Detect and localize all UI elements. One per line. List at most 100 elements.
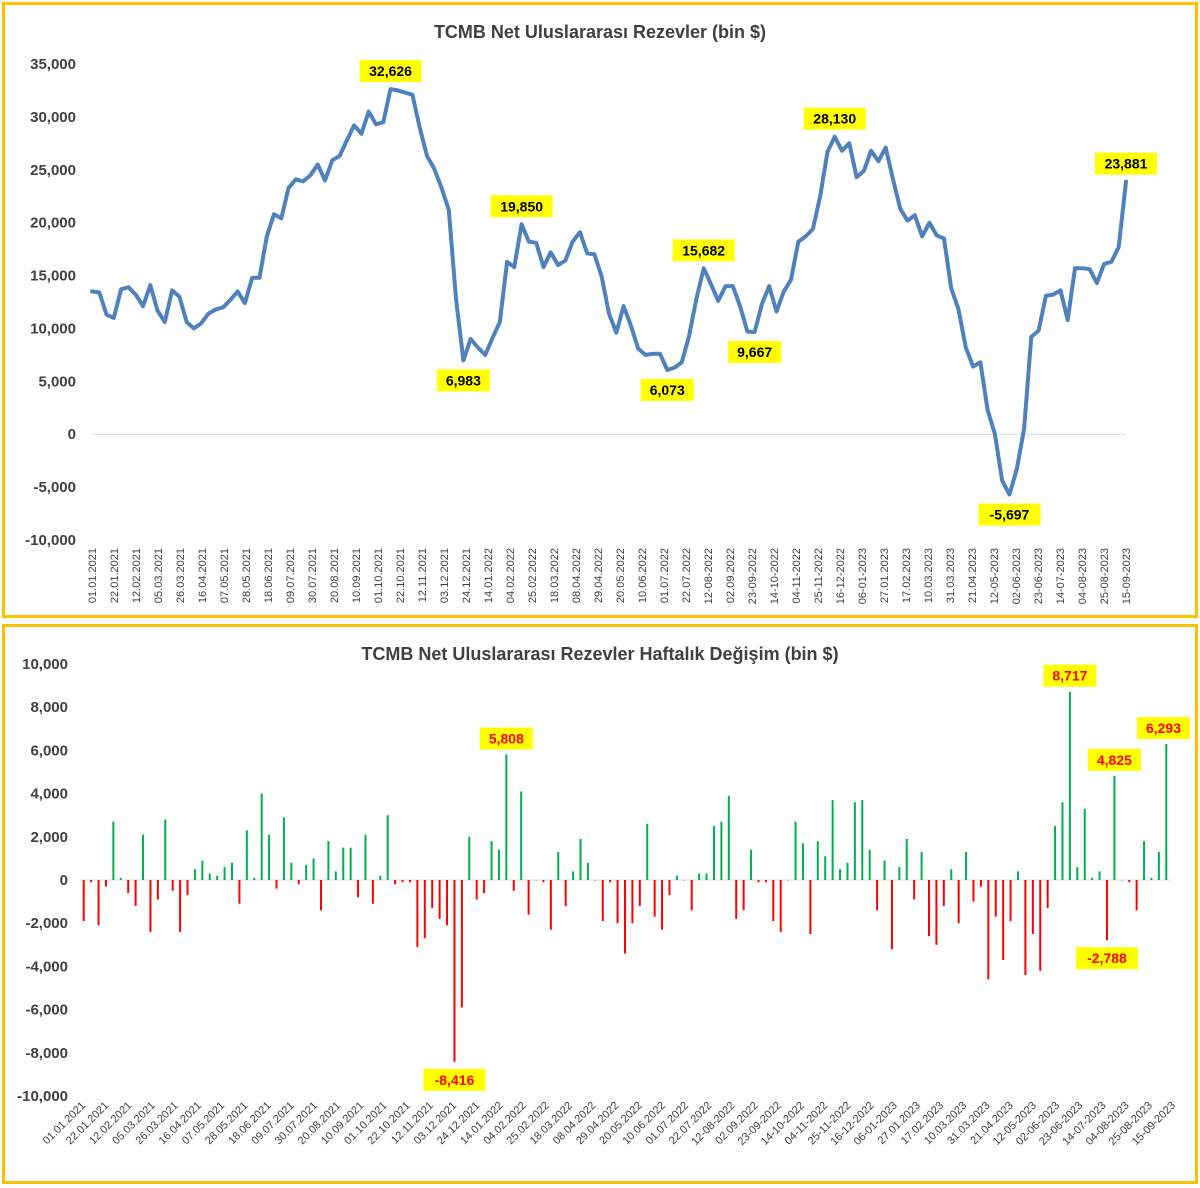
data-label: 4,825 <box>1097 752 1132 768</box>
data-label-box <box>1043 664 1097 687</box>
x-tick-label: 01.10.2021 <box>373 548 385 603</box>
data-label: 6,293 <box>1146 720 1181 736</box>
x-tick-label: 18.06.2021 <box>263 548 275 603</box>
bar <box>794 821 797 880</box>
x-tick-label: 25-11-2022 <box>813 548 825 603</box>
x-tick-label: 22.07.2022 <box>681 548 693 603</box>
bar-chart-title: TCMB Net Uluslararası Rezevler Haftalık … <box>361 644 839 664</box>
bar <box>1002 880 1005 960</box>
bar <box>1157 851 1160 880</box>
bar <box>1165 744 1168 880</box>
bar <box>905 838 908 880</box>
bar <box>683 880 686 881</box>
x-tick-label: 14-07-2023 <box>1055 548 1067 604</box>
data-label: 6,073 <box>650 382 685 398</box>
bar <box>231 862 234 880</box>
bar <box>201 860 204 880</box>
x-tick-label: 10.06.2022 <box>637 548 649 603</box>
x-tick-label: 20.08.2021 <box>329 548 341 603</box>
data-label-box <box>803 107 866 130</box>
x-tick-label: 04-08-2023 <box>1077 548 1089 604</box>
data-label-box <box>978 503 1041 526</box>
bar <box>364 834 367 880</box>
bar <box>861 800 864 880</box>
bar <box>112 821 115 880</box>
bar <box>994 880 997 917</box>
bar <box>972 880 975 902</box>
y-tick-label: 35,000 <box>30 56 76 73</box>
bar <box>208 873 211 880</box>
bar <box>253 877 256 880</box>
data-label: -8,416 <box>435 1072 475 1088</box>
y-tick-label: 0 <box>68 426 76 443</box>
data-label: 6,983 <box>446 372 481 388</box>
x-tick-label: 28.05.2021 <box>241 548 253 603</box>
bar <box>319 880 322 911</box>
data-label: 8,717 <box>1052 668 1087 684</box>
bar <box>475 880 478 900</box>
bar <box>727 795 730 880</box>
bar <box>979 880 982 887</box>
bar <box>371 880 374 904</box>
bar <box>913 880 916 900</box>
bar <box>431 880 434 909</box>
bar <box>883 860 886 880</box>
bar <box>1113 775 1116 880</box>
bar <box>408 880 411 883</box>
bar <box>386 815 389 880</box>
bar <box>104 880 107 887</box>
x-tick-label: 04.02.2022 <box>505 548 517 603</box>
y-tick-label: 15,000 <box>30 268 76 285</box>
bar <box>928 880 931 937</box>
x-tick-label: 02-06-2023 <box>1011 548 1023 604</box>
bar <box>238 880 241 904</box>
bar <box>549 880 552 930</box>
bar <box>119 877 122 880</box>
bar <box>1024 880 1027 976</box>
x-tick-label: 01.01.2021 <box>87 548 99 603</box>
bar <box>557 851 560 880</box>
bar <box>631 880 634 924</box>
data-label-box <box>1137 717 1190 740</box>
bar <box>757 880 760 883</box>
y-tick-label: 2,000 <box>30 829 68 846</box>
data-label: 19,850 <box>500 198 543 214</box>
data-label-box <box>640 378 694 401</box>
bar <box>698 873 701 880</box>
y-tick-label: -4,000 <box>25 958 68 975</box>
bar <box>1098 871 1101 880</box>
bar <box>282 817 285 880</box>
bar <box>564 880 567 906</box>
bar <box>594 880 597 881</box>
x-tick-label: 23-06-2023 <box>1033 548 1045 604</box>
bar <box>853 802 856 880</box>
y-tick-label: 30,000 <box>30 109 76 126</box>
x-tick-label: 18.03.2022 <box>549 548 561 603</box>
data-label: 32,626 <box>369 63 412 79</box>
bar <box>772 880 775 922</box>
bar <box>824 856 827 880</box>
x-tick-label: 12-05-2023 <box>989 548 1001 604</box>
bar <box>1150 877 1153 880</box>
bar <box>275 880 278 889</box>
bar <box>957 880 960 924</box>
data-label-box <box>1095 152 1157 175</box>
line-chart-title: TCMB Net Uluslararası Rezevler (bin $) <box>433 22 767 42</box>
bar <box>334 871 337 880</box>
bar <box>142 834 145 880</box>
data-label-box <box>672 239 735 262</box>
bar <box>987 880 990 980</box>
bar <box>297 880 300 885</box>
bar <box>97 880 100 926</box>
bar <box>520 791 523 880</box>
x-tick-label: 25.02.2022 <box>527 548 539 603</box>
bar <box>1031 880 1034 934</box>
bar <box>216 875 219 880</box>
bar <box>1016 871 1019 880</box>
bar <box>1009 880 1012 922</box>
x-tick-label: 21.04.2023 <box>967 548 979 603</box>
bar <box>661 880 664 930</box>
bar <box>1120 880 1123 881</box>
data-label-box <box>359 60 422 83</box>
